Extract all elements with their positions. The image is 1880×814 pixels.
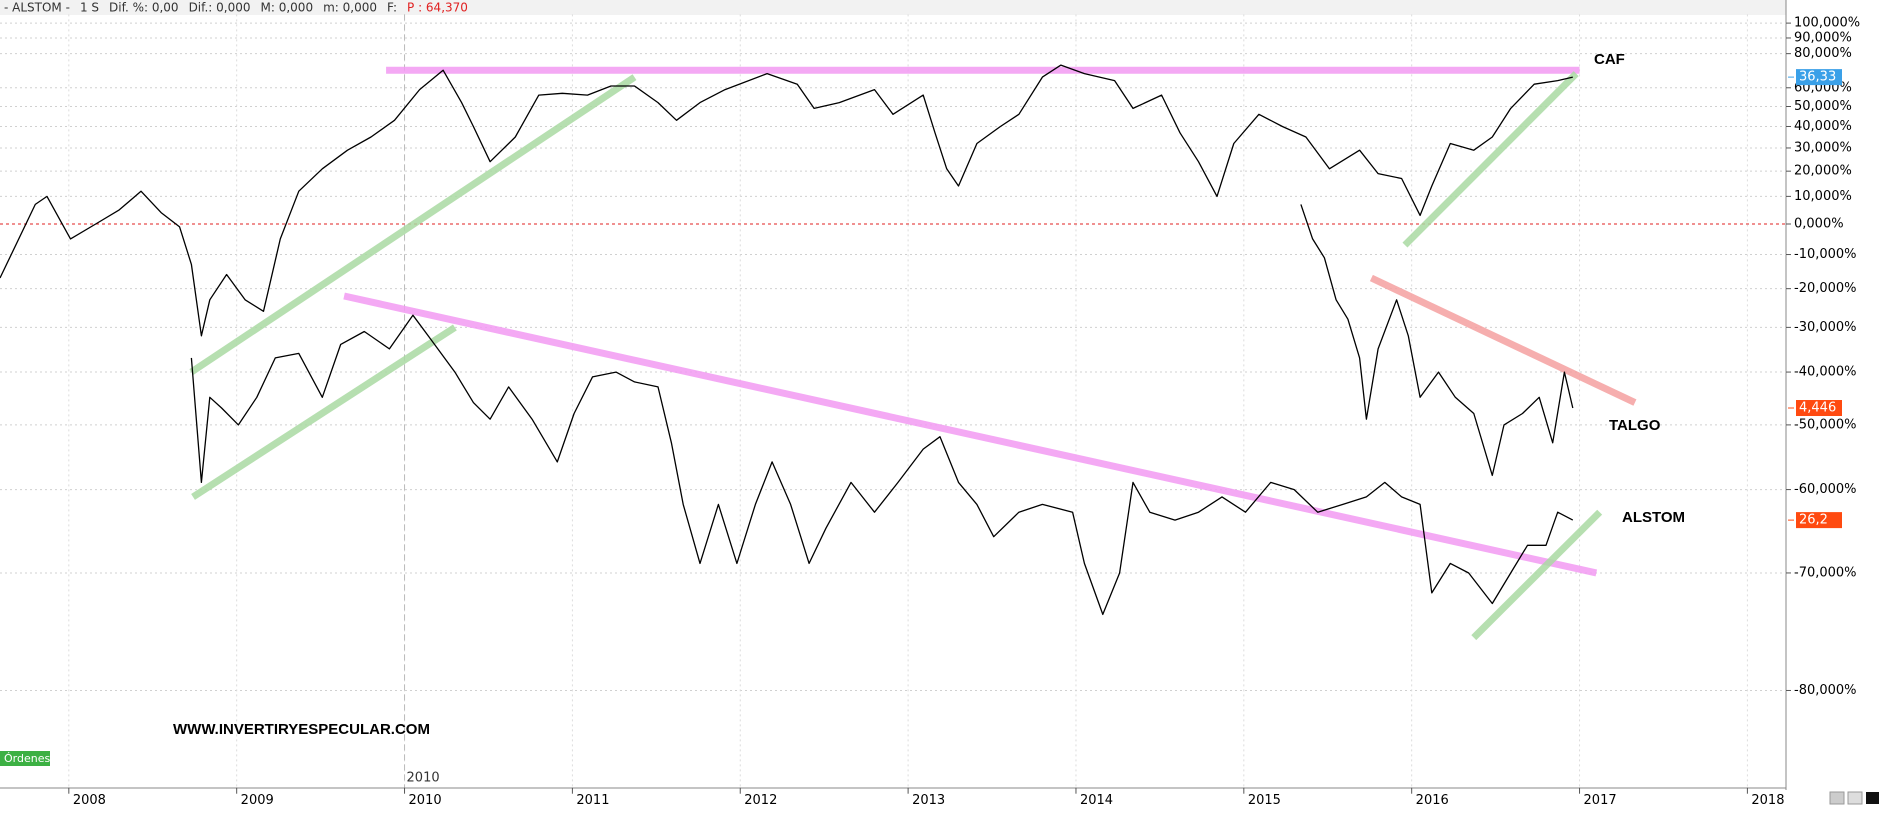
header-price: P : 64,370 [407,1,468,15]
price-tag-label: 36,33 [1799,70,1836,85]
price-tag-label: 4,446 [1799,401,1836,416]
y-tick-label: 0,000% [1794,217,1844,232]
series-line [0,64,1573,337]
cursor-label: 2010 [407,771,440,786]
series-line [1300,204,1574,477]
header-item: F: [387,1,397,15]
y-tick-label: 50,000% [1794,99,1852,114]
header-item: 1 S [80,1,99,15]
x-tick-label: 2014 [1080,793,1113,808]
y-tick-label: 10,000% [1794,189,1852,204]
price-tag [1796,400,1842,417]
x-tick-label: 2017 [1584,793,1617,808]
y-tick-label: -30,000% [1794,320,1857,335]
header-item: Dif.: 0,000 [189,1,251,15]
x-tick-label: 2009 [241,793,274,808]
labels: CAF TALGO ALSTOM WWW.INVERTIRYESPECULAR.COM [173,51,1685,738]
grid [0,14,1786,788]
series-lines [0,64,1574,616]
header-item: Dif. %: 0,00 [109,1,179,15]
trendline [1369,274,1637,406]
y-tick-label: -20,000% [1794,281,1857,296]
price-tag [1796,512,1842,529]
series-name: ALSTOM [1622,509,1685,526]
y-tick-label: -60,000% [1794,482,1857,497]
y-tick-label: 100,000% [1794,16,1860,31]
series-line [190,314,1574,616]
toolbar-icon[interactable] [1866,792,1879,804]
y-tick-label: -10,000% [1794,247,1857,262]
x-tick-label: 2012 [744,793,777,808]
trendline [1402,71,1579,248]
y-tick-label: -80,000% [1794,683,1857,698]
x-tick-label: 2016 [1416,793,1449,808]
x-tick-label: 2010 [409,793,442,808]
trendline [191,324,457,500]
x-tick-label: 2018 [1751,793,1784,808]
series-name: TALGO [1609,417,1661,434]
header-item: M: 0,000 [261,1,314,15]
header-item: - ALSTOM - [4,1,70,15]
header-bar [0,0,1786,15]
header-item: m: 0,000 [323,1,377,15]
y-tick-label: 40,000% [1794,119,1852,134]
x-tick-label: 2008 [73,793,106,808]
toolbar-icon[interactable] [1829,791,1845,805]
y-tick-label: 80,000% [1794,46,1852,61]
trendline [343,292,1598,577]
y-tick-label: -40,000% [1794,365,1857,380]
price-tag [1796,69,1842,86]
x-tick-label: 2015 [1248,793,1281,808]
trendlines [189,66,1637,641]
y-tick-label: 30,000% [1794,140,1852,155]
x-tick-label: 2011 [576,793,609,808]
price-tag-label: 26,2 [1799,513,1828,528]
orders-button[interactable] [0,751,50,766]
trendline [189,74,637,375]
x-tick-label: 2013 [912,793,945,808]
watermark: WWW.INVERTIRYESPECULAR.COM [173,721,430,738]
series-name: CAF [1594,51,1625,68]
y-tick-label: 90,000% [1794,30,1852,45]
trendline [1471,509,1603,641]
toolbar-icon[interactable] [1847,791,1863,805]
y-tick-label: -50,000% [1794,417,1857,432]
y-tick-label: -70,000% [1794,565,1857,580]
y-tick-label: 20,000% [1794,164,1852,179]
orders-button-label[interactable]: Órdenes [4,752,50,765]
